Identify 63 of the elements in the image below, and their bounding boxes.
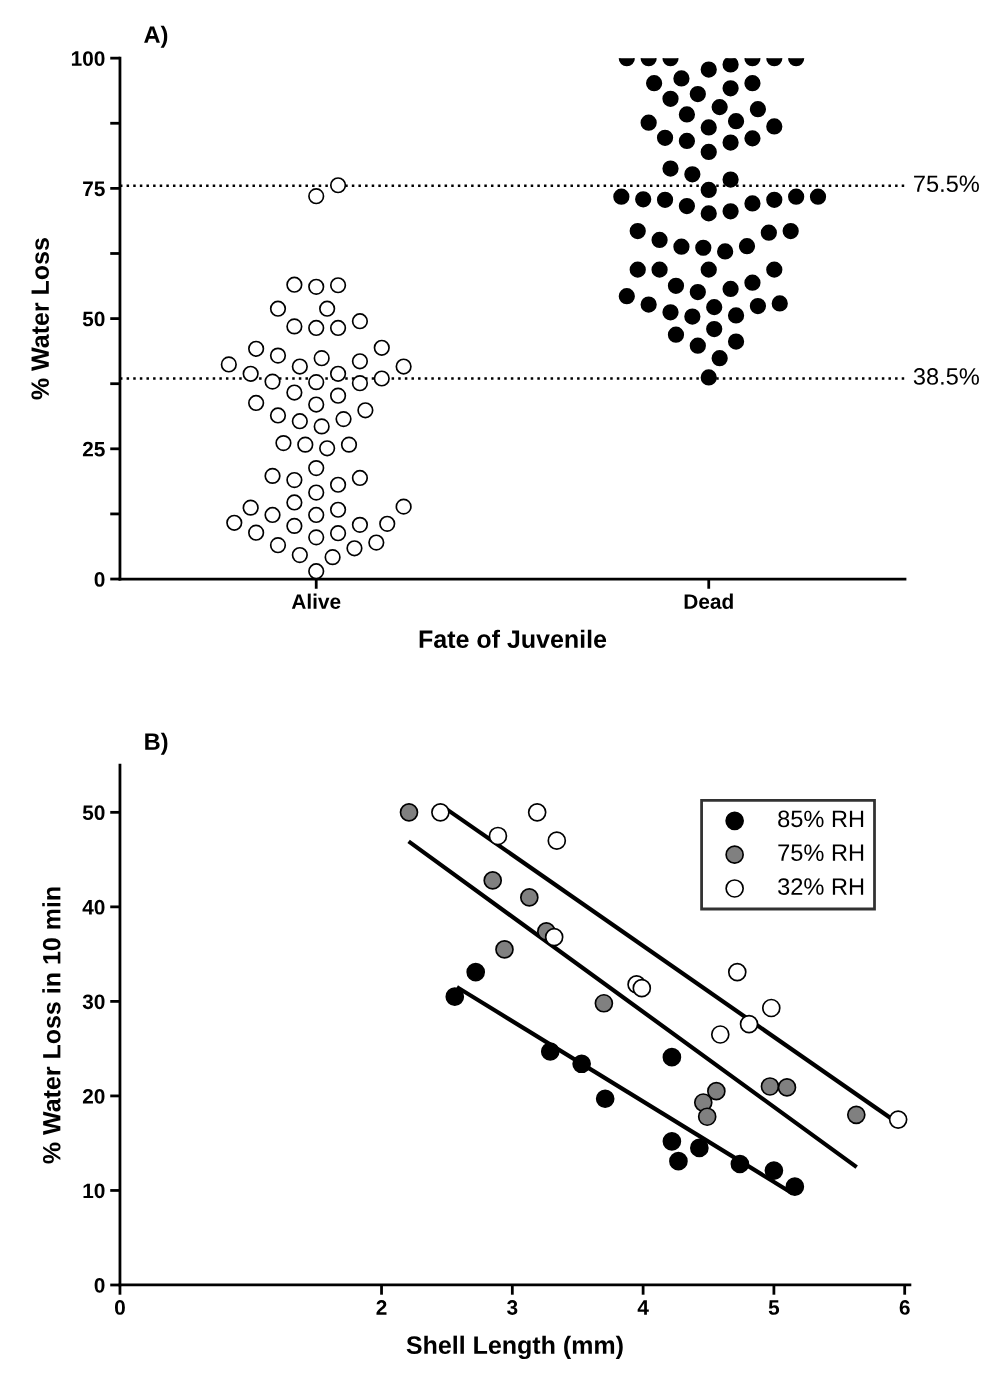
x-axis-title: Shell Length (mm) <box>406 1335 623 1360</box>
y-axis-title: % Water Loss in 10 min <box>42 887 61 1164</box>
y-tick-label: 100 <box>71 51 105 66</box>
y-tick-label: 75 <box>83 181 105 197</box>
point <box>399 802 419 822</box>
point <box>785 1177 805 1197</box>
point <box>527 802 547 822</box>
point <box>572 1054 591 1074</box>
legend-label: 32% RH <box>778 878 864 895</box>
point <box>730 1154 750 1174</box>
point <box>888 1110 908 1129</box>
point <box>466 962 486 982</box>
point <box>662 1047 682 1067</box>
legend-label: 85% RH <box>778 810 864 828</box>
point <box>690 1138 709 1158</box>
point <box>632 978 652 998</box>
point <box>727 962 747 982</box>
y-tick-label: 40 <box>82 899 105 915</box>
point <box>483 871 503 890</box>
x-tick-label: Alive <box>291 593 341 609</box>
point <box>488 826 508 846</box>
y-tick-label: 20 <box>82 1088 105 1104</box>
point <box>445 987 465 1007</box>
x-tick-label: 0 <box>114 1300 125 1315</box>
point <box>710 1025 730 1044</box>
point <box>669 1151 688 1171</box>
x-axis-title: Fate of Juvenile <box>419 629 607 649</box>
point <box>739 1014 759 1034</box>
y-tick-label: 50 <box>82 805 105 821</box>
point <box>595 1089 615 1109</box>
y-tick-label: 25 <box>82 441 105 457</box>
chart-title: B) <box>145 732 168 755</box>
point <box>431 802 450 822</box>
point <box>662 1131 682 1151</box>
x-tick-label: 6 <box>899 1300 910 1315</box>
point <box>760 1077 780 1096</box>
legend-label: 75% RH <box>778 844 864 862</box>
point <box>544 927 564 947</box>
y-tick-label: 50 <box>82 311 105 327</box>
point <box>495 940 514 959</box>
x-tick-label: 4 <box>637 1300 649 1315</box>
y-tick-label: 30 <box>82 994 105 1010</box>
y-tick-label: 0 <box>94 1277 105 1293</box>
point <box>761 998 781 1018</box>
point <box>594 993 614 1013</box>
point <box>547 831 567 851</box>
point <box>707 1081 726 1101</box>
ref-line-label: 75.5% <box>914 175 979 193</box>
ref-line-label: 38.5% <box>913 368 979 385</box>
x-tick-label: 3 <box>507 1300 518 1315</box>
x-tick-label: 2 <box>376 1300 387 1315</box>
point <box>764 1161 784 1180</box>
chart-title: A) <box>144 25 168 48</box>
point <box>697 1107 717 1127</box>
point <box>540 1042 560 1061</box>
x-tick-label: 5 <box>768 1300 780 1315</box>
point <box>846 1105 866 1125</box>
point <box>777 1078 797 1097</box>
point <box>519 888 539 907</box>
x-tick-label: Dead <box>684 593 733 609</box>
y-axis-title: % Water Loss <box>31 238 50 400</box>
y-tick-label: 0 <box>94 572 105 587</box>
y-tick-label: 10 <box>83 1183 105 1199</box>
